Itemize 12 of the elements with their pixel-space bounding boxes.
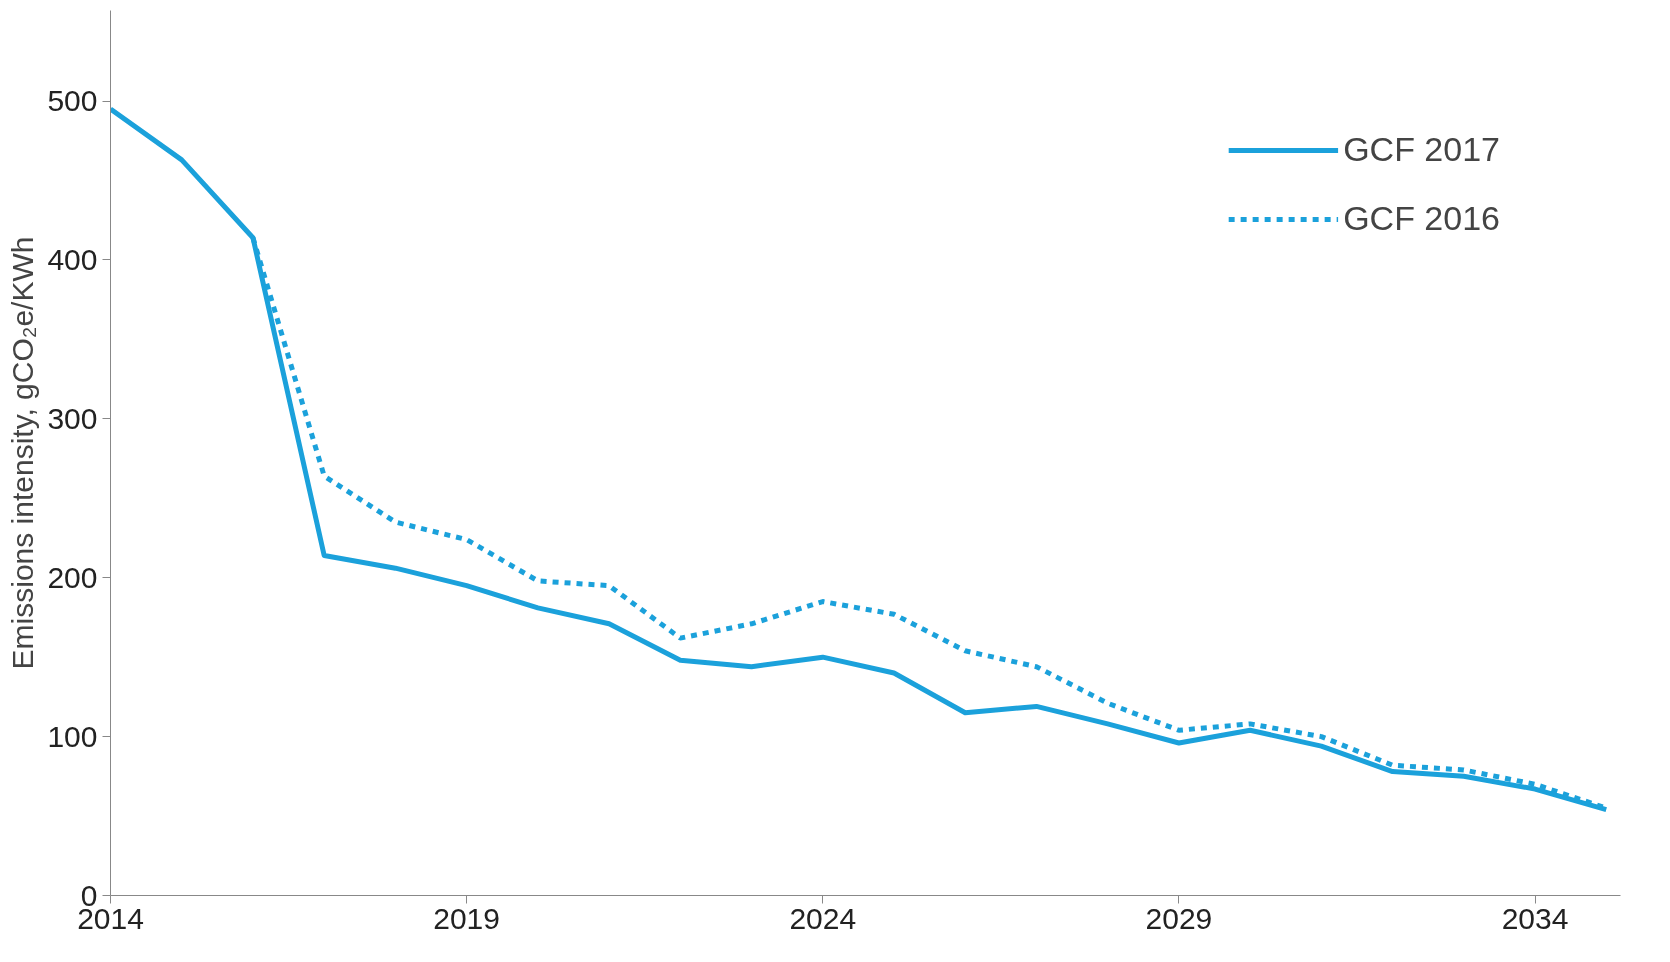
x-tick-label: 2019: [433, 901, 501, 935]
y-tick-label: 500: [47, 84, 98, 118]
x-tick-label: 2024: [789, 901, 857, 935]
legend-label: GCF 2017: [1343, 130, 1500, 169]
y-tick-label: 100: [47, 719, 98, 753]
x-tick-label: 2034: [1501, 901, 1569, 935]
y-tick-label: 200: [47, 560, 98, 594]
y-axis-title: Emissions intensity, gCO₂e/KWh: [6, 236, 40, 670]
y-tick-label: 300: [47, 401, 98, 435]
x-tick-label: 2029: [1145, 901, 1213, 935]
legend-label: GCF 2016: [1343, 199, 1500, 238]
y-tick-label: 400: [47, 242, 98, 276]
